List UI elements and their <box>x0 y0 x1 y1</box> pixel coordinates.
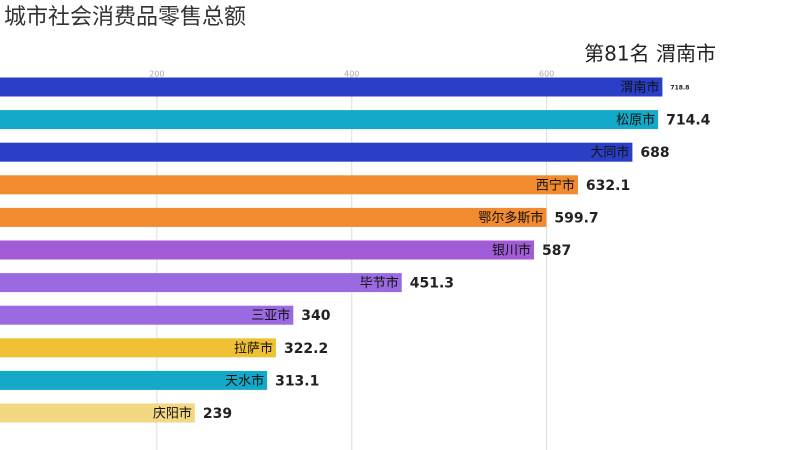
value-label: 599.7 <box>554 210 598 226</box>
bar <box>0 77 663 97</box>
value-label: 239 <box>203 406 232 422</box>
bar <box>0 175 578 195</box>
bar-category-label: 天水市 <box>225 373 264 389</box>
bar-category-label: 拉萨市 <box>234 340 273 356</box>
x-tick-label: 400 <box>344 70 359 79</box>
bar <box>0 403 195 423</box>
bar <box>0 338 276 358</box>
bar <box>0 110 659 130</box>
bar-category-label: 松原市 <box>616 112 655 128</box>
value-label: 322.2 <box>284 341 328 357</box>
value-label: 587 <box>542 243 571 259</box>
x-tick-label: 600 <box>539 70 554 79</box>
bar-category-label: 三亚市 <box>251 308 290 324</box>
bar <box>0 142 633 162</box>
bar-category-label: 西宁市 <box>536 177 575 193</box>
bar-category-label: 银川市 <box>492 243 531 259</box>
bar <box>0 305 294 325</box>
value-label: 718.8 <box>670 85 689 92</box>
bar-category-label: 渭南市 <box>620 80 659 96</box>
value-label: 632.1 <box>586 178 630 194</box>
bar <box>0 273 402 293</box>
bar-category-label: 鄂尔多斯市 <box>478 210 543 226</box>
bar-category-label: 庆阳市 <box>153 406 192 422</box>
value-label: 451.3 <box>410 276 454 292</box>
value-label: 714.4 <box>666 113 711 129</box>
chart-title: 城市社会消费品零售总额 <box>4 5 246 30</box>
bar <box>0 370 268 390</box>
value-label: 688 <box>640 145 669 161</box>
bar <box>0 240 534 260</box>
bar <box>0 207 547 227</box>
bar-category-label: 大同市 <box>590 145 629 161</box>
value-label: 340 <box>301 308 330 324</box>
value-label: 313.1 <box>275 373 319 389</box>
chart-subtitle: 第81名 渭南市 <box>584 42 716 66</box>
x-tick-label: 200 <box>149 70 164 79</box>
bar-category-label: 毕节市 <box>360 275 399 291</box>
